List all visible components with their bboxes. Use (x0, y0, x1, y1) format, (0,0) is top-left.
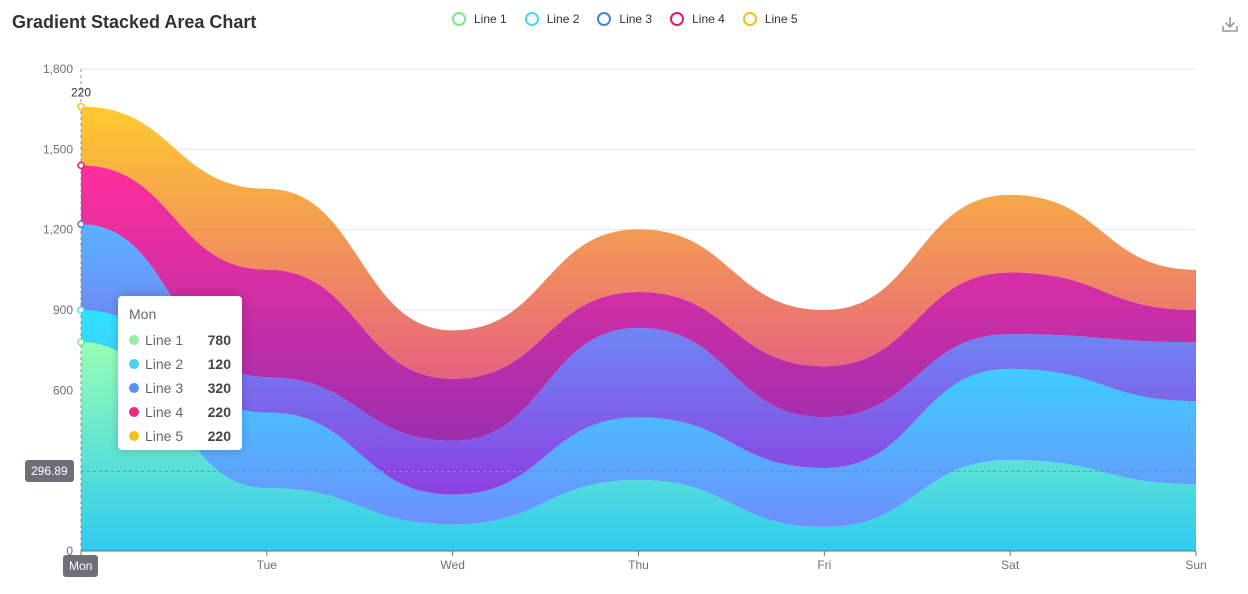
legend-label: Line 1 (474, 12, 507, 26)
x-tick-label: Sat (1001, 558, 1020, 572)
tooltip-dot-icon (129, 431, 139, 441)
tooltip-row: Line 3 320 (129, 376, 231, 400)
legend-item-line-2[interactable]: Line 2 (524, 12, 580, 26)
point-marker (77, 161, 85, 170)
x-tick-label: Fri (817, 558, 831, 572)
tooltip-title: Mon (129, 306, 157, 322)
y-tick-label: 900 (53, 303, 73, 317)
point-marker (77, 338, 85, 346)
tooltip-dot-icon (129, 407, 139, 417)
tooltip-series-value: 780 (207, 332, 231, 348)
chart-title: Gradient Stacked Area Chart (12, 12, 257, 32)
tooltip-row: Line 5 220 (129, 424, 231, 448)
tooltip-series-name: Line 1 (145, 332, 184, 348)
tooltip-dot-icon (129, 383, 139, 393)
legend-circle-icon (524, 12, 539, 26)
tooltip-series-value: 220 (207, 404, 231, 420)
legend-label: Line 3 (619, 12, 653, 26)
legend-item-line-4[interactable]: Line 4 (670, 12, 725, 26)
area-line-1 (81, 342, 1196, 551)
legend-item-line-5[interactable]: Line 5 (742, 12, 798, 26)
axis-pointer-x-label: Mon (63, 555, 99, 577)
download-icon[interactable] (1220, 14, 1240, 34)
y-tick-label: 1,500 (43, 142, 73, 156)
axis-pointer: 220 (71, 69, 1196, 551)
tooltip-series-name: Line 3 (145, 380, 184, 396)
area-line-3 (81, 224, 1196, 495)
legend-label: Line 4 (692, 12, 725, 26)
tooltip-series-name: Line 5 (145, 428, 184, 444)
y-tick-label: 600 (53, 383, 73, 397)
legend-label: Line 2 (546, 12, 580, 26)
tooltip-series-name: Line 4 (145, 404, 184, 420)
tooltip-series-value: 120 (207, 356, 231, 372)
tooltip-dot-icon (129, 359, 139, 369)
tooltip-row: Line 1 780 (129, 328, 231, 352)
legend-item-line-3[interactable]: Line 3 (597, 12, 652, 26)
tooltip-series-value: 320 (207, 380, 231, 396)
tooltip-series-value: 220 (207, 428, 231, 444)
area-series (81, 106, 1196, 551)
legend: Line 1 Line 2 Line 3 Line 4 Line 5 (452, 12, 798, 26)
area-line-2 (81, 310, 1196, 527)
top-value-label: 220 (71, 85, 91, 99)
tooltip-dot-icon (129, 335, 139, 345)
point-marker (77, 102, 85, 111)
legend-circle-icon (670, 12, 685, 26)
y-tick-label: 0 (66, 544, 73, 558)
area-line-5 (81, 106, 1196, 379)
y-tick-label: 1,200 (43, 223, 73, 237)
point-marker (77, 220, 85, 229)
legend-circle-icon (597, 12, 612, 26)
area-line-4 (81, 165, 1196, 441)
tooltip-row: Line 2 120 (129, 352, 231, 376)
legend-circle-icon (452, 12, 466, 26)
x-tick-label: Sun (1185, 558, 1206, 572)
y-tick-label: 1,800 (43, 62, 73, 76)
x-tick-label: Wed (440, 558, 464, 572)
legend-item-line-1[interactable]: Line 1 (452, 12, 507, 26)
tooltip: Mon Line 1 780 Line 2 120 Line 3 320 Lin… (118, 296, 242, 450)
point-marker (77, 306, 85, 314)
x-tick-label: Thu (628, 558, 649, 572)
x-tick-label: Tue (257, 558, 278, 572)
legend-circle-icon (742, 12, 757, 26)
legend-label: Line 5 (764, 12, 798, 26)
axis-pointer-y-label: 296.89 (25, 460, 74, 482)
tooltip-row: Line 4 220 (129, 400, 231, 424)
tooltip-series-name: Line 2 (145, 356, 184, 372)
